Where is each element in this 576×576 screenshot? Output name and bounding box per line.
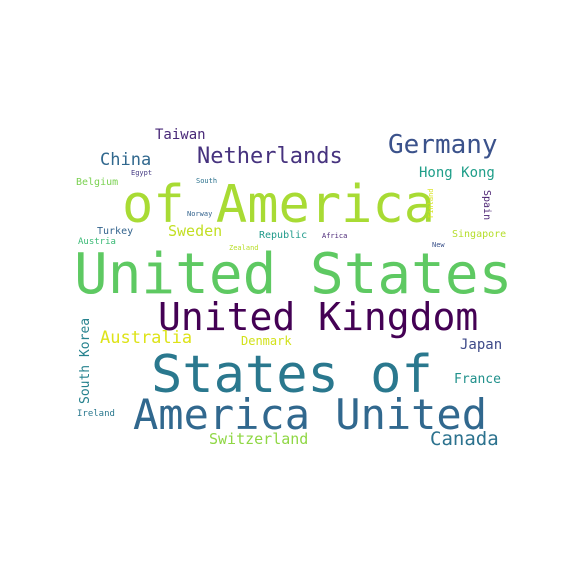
word-switzerland: Switzerland [209,430,308,448]
word-austria: Austria [78,237,116,247]
word-egypt: Egypt [131,169,152,177]
word-germany: Germany [388,130,498,160]
word-australia: Australia [100,328,192,348]
word-finland: Finland [427,188,435,218]
word-singapore: Singapore [452,229,506,240]
word-spain: Spain [481,190,492,220]
word-china: China [100,150,151,170]
word-united-kingdom: United Kingdom [158,295,478,339]
word-zealand: Zealand [229,244,259,252]
word-republic: Republic [259,230,307,241]
word-denmark: Denmark [241,334,292,348]
word-netherlands: Netherlands [197,144,343,169]
word-hong-kong: Hong Kong [419,165,495,181]
word-of-america: of America [122,175,435,235]
word-norway: Norway [187,210,212,218]
word-ireland: Ireland [77,409,115,419]
word-states-of: States of [151,345,433,405]
word-turkey: Turkey [97,226,133,237]
word-belgium: Belgium [76,177,118,188]
word-france: France [454,372,501,387]
word-south: South [196,177,217,185]
word-japan: Japan [460,337,502,353]
word-taiwan: Taiwan [155,127,206,143]
word-sweden: Sweden [168,222,222,240]
word-south-korea: South Korea [78,318,93,404]
word-new: New [432,241,445,249]
word-canada: Canada [430,428,499,450]
word-united-states: United States [74,242,512,307]
word-africa: Africa [322,232,347,240]
word-america-united: America United [133,390,487,439]
